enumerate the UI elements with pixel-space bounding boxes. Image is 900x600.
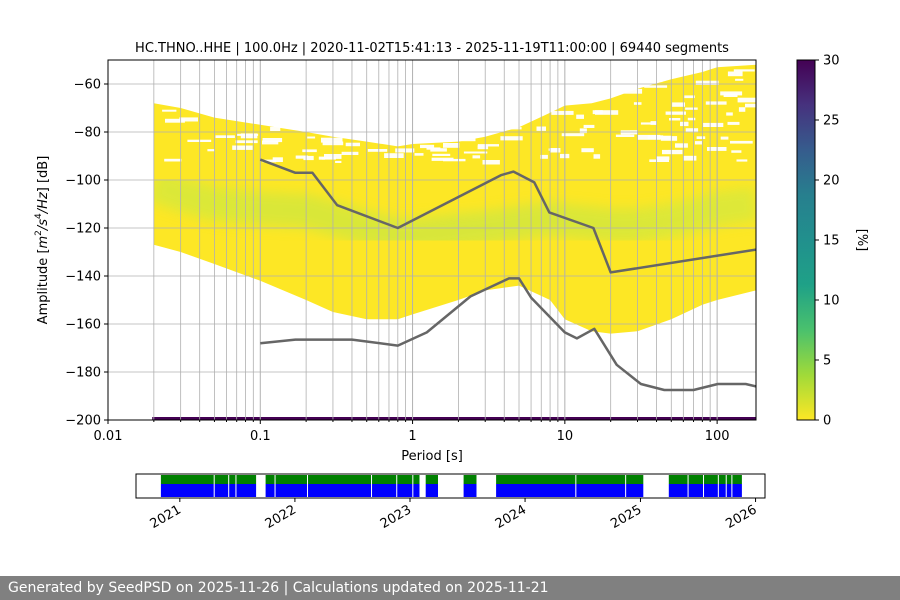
y-tick-label: −180: [65, 366, 101, 381]
timeline-year-ticks: 2021 2022 2023 2024 2025 2026: [148, 498, 760, 532]
psd-figure: HC.THNO..HHE | 100.0Hz | 2020-11-02T15:4…: [34, 41, 869, 532]
plot-grid: [108, 60, 756, 420]
timeline-tick-label: 2025: [608, 502, 644, 532]
timeline-tick-label: 2026: [723, 502, 759, 532]
timeline-tick-label: 2021: [148, 502, 184, 532]
high-noise-model-line: [259, 158, 756, 274]
timeline-processed-bar: [160, 475, 257, 484]
y-tick-label: −60: [74, 78, 101, 93]
x-tick-label: 0.01: [94, 429, 123, 444]
colorbar-tick-label: 10: [823, 294, 840, 309]
colorbar-tick-label: 5: [823, 354, 831, 369]
colorbar-ticks: 0 5 10 15 20 25 30: [815, 54, 840, 429]
chart-title: HC.THNO..HHE | 100.0Hz | 2020-11-02T15:4…: [135, 41, 729, 56]
colorbar-tick-label: 25: [823, 114, 840, 129]
x-axis-label: Period [s]: [401, 449, 463, 464]
footer-bar: Generated by SeedPSD on 2025-11-26 | Cal…: [0, 576, 900, 600]
colorbar-gradient: [796, 59, 816, 421]
colorbar-label: [%]: [854, 229, 869, 252]
low-noise-model-line: [260, 277, 756, 392]
colorbar-tick-label: 30: [823, 54, 840, 69]
x-tick-label: 0.1: [250, 429, 271, 444]
y-tick-label: −200: [65, 414, 101, 429]
timeline-processed-bar: [463, 475, 477, 484]
colorbar: 0 5 10 15 20 25 30 [%]: [796, 54, 869, 429]
timeline-tick-label: 2022: [263, 502, 299, 532]
timeline-tick-label: 2024: [493, 502, 529, 532]
y-axis-label: Amplitude [m2/s4/Hz] [dB]: [34, 156, 51, 325]
x-tick-label: 10: [557, 429, 574, 444]
x-tick-label: 1: [408, 429, 416, 444]
psd-plot-area: [107, 59, 757, 421]
y-tick-label: −100: [65, 174, 101, 189]
availability-timeline: 2021 2022 2023 2024 2025 2026: [135, 473, 766, 532]
noise-model-lines: [259, 158, 756, 392]
y-tick-label: −120: [65, 222, 101, 237]
colorbar-tick-label: 0: [823, 414, 831, 429]
y-axis-ticks: −60 −80 −100 −120 −140 −160 −180 −200: [65, 78, 108, 429]
timeline-frame: [135, 473, 766, 499]
timeline-data-bar: [425, 484, 438, 497]
colorbar-tick-label: 20: [823, 174, 840, 189]
timeline-processed-bar: [496, 475, 644, 484]
timeline-bars: [160, 475, 742, 497]
x-axis-ticks: 0.01 0.1 1 10 100: [94, 420, 730, 444]
y-tick-label: −160: [65, 318, 101, 333]
timeline-tick-label: 2023: [378, 502, 414, 532]
psd-floor-strip: [152, 417, 756, 420]
x-tick-label: 100: [705, 429, 730, 444]
timeline-data-bar: [668, 484, 742, 497]
timeline-data-bar: [463, 484, 477, 497]
y-tick-label: −80: [74, 126, 101, 141]
timeline-data-bar: [496, 484, 644, 497]
timeline-data-bar: [160, 484, 257, 497]
y-tick-label: −140: [65, 270, 101, 285]
timeline-processed-bar: [668, 475, 742, 484]
timeline-data-bar: [265, 484, 420, 497]
plot-frame: [107, 59, 757, 421]
timeline-processed-bar: [425, 475, 438, 484]
colorbar-tick-label: 15: [823, 234, 840, 249]
timeline-processed-bar: [265, 475, 420, 484]
